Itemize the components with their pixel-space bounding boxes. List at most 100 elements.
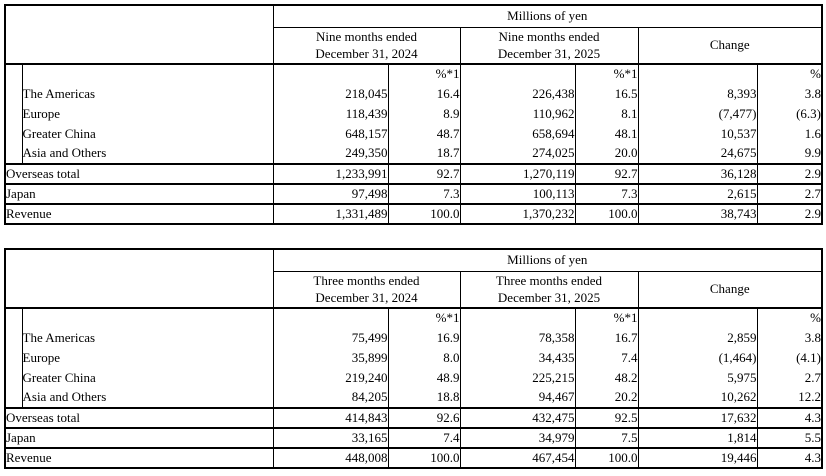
unit-label: Millions of yen	[272, 4, 823, 28]
region-row-asia-and-others: Asia and Others 249,350 18.7 274,025 20.…	[5, 144, 823, 164]
unit-header-row: Millions of yen	[5, 4, 823, 65]
pct-cell: 48.9	[387, 368, 461, 388]
value-cell: 432,475	[459, 407, 576, 428]
pct-cell: 20.0	[574, 144, 639, 164]
pct-cell: 16.4	[387, 84, 461, 104]
pct-cell: 2.9	[756, 203, 823, 224]
value-cell: (1,464)	[637, 348, 758, 368]
row-label: Greater China	[21, 368, 273, 388]
row-label: Japan	[5, 427, 273, 448]
segment-table-nine-months: Millions of yen Nine months ended Decemb…	[4, 4, 824, 225]
gutter-cell	[5, 104, 22, 124]
pct-cell: 48.2	[574, 368, 639, 388]
value-cell: 10,262	[637, 388, 758, 408]
pct-cell: 3.8	[756, 328, 823, 348]
value-cell: 648,157	[272, 124, 389, 144]
value-cell: 110,962	[459, 104, 576, 124]
pct-cell: 16.5	[574, 84, 639, 104]
pct-cell: 2.9	[756, 163, 823, 184]
value-cell: 218,045	[272, 84, 389, 104]
value-cell: 34,979	[459, 427, 576, 448]
pct-cell: 7.3	[574, 183, 639, 204]
change-header: Change	[637, 26, 823, 65]
pct-cell: 7.3	[387, 183, 461, 204]
gutter-cell	[5, 308, 22, 328]
pct-cell: 20.2	[574, 388, 639, 408]
gutter-cell	[5, 124, 22, 144]
pct-cell: 16.7	[574, 328, 639, 348]
row-label: Overseas total	[5, 163, 273, 184]
pct-cell: 92.5	[574, 407, 639, 428]
pct-cell: 100.0	[387, 203, 461, 224]
period-line1: Nine months ended	[315, 29, 418, 45]
pct-cell: 8.9	[387, 104, 461, 124]
pct-note-cell: %*1	[574, 308, 639, 328]
value-cell: 84,205	[272, 388, 389, 408]
period-header-row: Three months ended December 31, 2024 Thr…	[5, 270, 823, 309]
gutter-cell	[5, 368, 22, 388]
pct-cell: 2.7	[756, 183, 823, 204]
unit-header-row: Millions of yen	[5, 248, 823, 309]
value-cell: 1,370,232	[459, 203, 576, 224]
total-row-overseas: Overseas total 414,843 92.6 432,475 92.5…	[5, 407, 823, 428]
pct-cell: 7.4	[387, 427, 461, 448]
row-label: Overseas total	[5, 407, 273, 428]
period-line2: December 31, 2024	[315, 290, 418, 306]
total-row-revenue: Revenue 448,008 100.0 467,454 100.0 19,4…	[5, 447, 823, 468]
pct-cell: 12.2	[756, 388, 823, 408]
value-cell: 24,675	[637, 144, 758, 164]
value-cell: 38,743	[637, 203, 758, 224]
pct-note-cell: %*1	[387, 64, 461, 84]
value-cell: (7,477)	[637, 104, 758, 124]
value-cell: 10,537	[637, 124, 758, 144]
value-cell: 1,814	[637, 427, 758, 448]
pct-cell: 16.9	[387, 328, 461, 348]
value-cell: 2,615	[637, 183, 758, 204]
value-cell: 78,358	[459, 328, 576, 348]
total-row-revenue: Revenue 1,331,489 100.0 1,370,232 100.0 …	[5, 203, 823, 224]
value-cell: 19,446	[637, 447, 758, 468]
region-row-europe: Europe 118,439 8.9 110,962 8.1 (7,477) (…	[5, 104, 823, 124]
value-cell: 33,165	[272, 427, 389, 448]
value-cell: 75,499	[272, 328, 389, 348]
row-label: Asia and Others	[21, 144, 273, 164]
region-row-greater-china: Greater China 648,157 48.7 658,694 48.1 …	[5, 124, 823, 144]
region-row-greater-china: Greater China 219,240 48.9 225,215 48.2 …	[5, 368, 823, 388]
value-cell: 274,025	[459, 144, 576, 164]
row-label: Revenue	[5, 447, 273, 468]
pct-note-cell: %	[756, 308, 823, 328]
gutter-cell	[5, 348, 22, 368]
pct-cell: 100.0	[574, 447, 639, 468]
row-label: Europe	[21, 104, 273, 124]
period-2024-header: Nine months ended December 31, 2024	[272, 26, 461, 65]
period-line2: December 31, 2025	[497, 46, 601, 62]
value-cell: 226,438	[459, 84, 576, 104]
subheader-row: %*1 %*1 %	[5, 308, 823, 328]
label-spacer-cell	[21, 308, 273, 328]
gutter-cell	[5, 144, 22, 164]
pct-cell: 7.5	[574, 427, 639, 448]
value-cell: 17,632	[637, 407, 758, 428]
empty-cell	[272, 308, 389, 328]
region-row-americas: The Americas 218,045 16.4 226,438 16.5 8…	[5, 84, 823, 104]
pct-cell: 92.6	[387, 407, 461, 428]
pct-cell: 92.7	[387, 163, 461, 184]
pct-cell: 5.5	[756, 427, 823, 448]
header-corner-cell	[5, 249, 274, 309]
empty-cell	[272, 64, 389, 84]
value-cell: 414,843	[272, 407, 389, 428]
empty-cell	[459, 64, 576, 84]
pct-cell: 8.0	[387, 348, 461, 368]
pct-cell: 9.9	[756, 144, 823, 164]
gutter-cell	[5, 84, 22, 104]
pct-note-cell: %*1	[387, 308, 461, 328]
pct-cell: 100.0	[574, 203, 639, 224]
pct-cell: 8.1	[574, 104, 639, 124]
value-cell: 249,350	[272, 144, 389, 164]
label-spacer-cell	[21, 64, 273, 84]
value-cell: 1,270,119	[459, 163, 576, 184]
pct-cell: 18.7	[387, 144, 461, 164]
region-row-americas: The Americas 75,499 16.9 78,358 16.7 2,8…	[5, 328, 823, 348]
pct-cell: 1.6	[756, 124, 823, 144]
